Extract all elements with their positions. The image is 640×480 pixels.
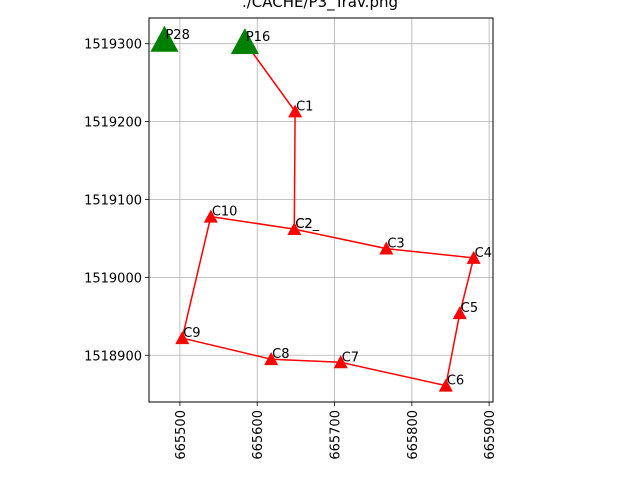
point-label-c10: C10 — [212, 205, 238, 220]
marker-layer — [150, 25, 481, 392]
point-label-c5: C5 — [461, 301, 478, 316]
tick-layer: 665500 665600 665700 665800 665900 1518900 151… — [84, 38, 498, 460]
marker-c8 — [264, 352, 279, 366]
y-tick-label: 1518900 — [84, 349, 142, 364]
grid-layer — [149, 18, 493, 402]
marker-p16 — [230, 28, 259, 55]
x-tick-label: 665700 — [329, 410, 344, 460]
marker-c9 — [175, 331, 190, 345]
marker-c6 — [438, 378, 453, 392]
y-tick-label: 1519300 — [84, 38, 142, 53]
chart-title: ./CACHE/P3_Trav.png — [242, 0, 398, 12]
marker-p28 — [150, 25, 179, 52]
x-tick-label: 665600 — [251, 410, 266, 460]
point-label-c1: C1 — [296, 99, 313, 114]
traverse-line-layer — [181, 41, 475, 387]
point-label-c9: C9 — [183, 326, 200, 341]
marker-c4 — [466, 250, 481, 264]
marker-c1 — [288, 104, 303, 118]
y-tick-label: 1519100 — [84, 193, 142, 208]
marker-c3 — [379, 241, 394, 255]
x-tick-label: 665900 — [483, 410, 498, 460]
point-label-c3: C3 — [387, 237, 404, 252]
x-tick-label: 665500 — [174, 410, 189, 460]
point-label-c4: C4 — [475, 246, 492, 261]
y-tick-label: 1519200 — [84, 116, 142, 131]
traverse-line — [181, 41, 475, 387]
point-label-c2: C2 — [295, 217, 312, 232]
marker-c5 — [452, 306, 467, 320]
point-label-p28: P28 — [165, 28, 189, 43]
point-label-c7: C7 — [342, 350, 359, 365]
point-label-extra: C2_ — [295, 217, 319, 232]
plot-frame — [148, 17, 494, 403]
point-label-c8: C8 — [272, 347, 289, 362]
point-label-c6: C6 — [447, 374, 464, 389]
y-tick-label: 1519000 — [84, 271, 142, 286]
marker-c2 — [287, 222, 302, 236]
marker-c7 — [333, 355, 348, 369]
point-label-p16: P16 — [246, 30, 270, 45]
marker-c10 — [203, 209, 218, 223]
point-label-layer: C1 C2 C3 C4 C5 C6 C7 C8 C9 C10 P28 P16 C2_ — [165, 28, 492, 389]
x-tick-label: 665800 — [406, 410, 421, 460]
